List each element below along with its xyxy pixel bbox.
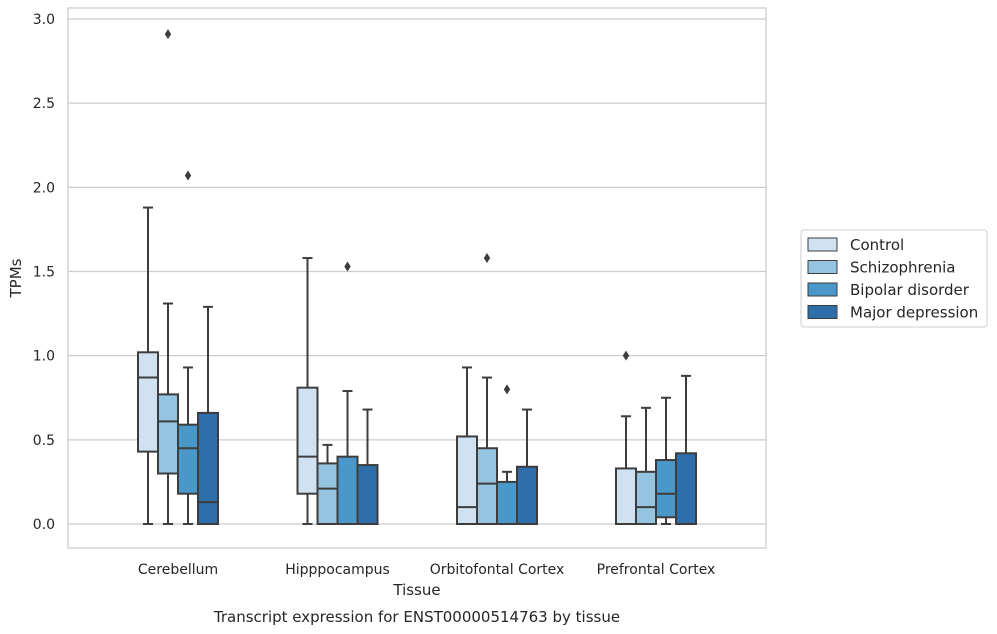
y-tick-label: 3.0: [33, 12, 55, 28]
y-tick-label: 0.0: [33, 517, 55, 533]
y-tick-label: 1.5: [33, 265, 55, 281]
legend-swatch: [807, 305, 838, 319]
box-bipolar-disorder: [336, 261, 359, 525]
box-iqr: [177, 423, 199, 495]
box-control: [296, 257, 319, 525]
y-tick-label: 0.5: [33, 433, 55, 449]
box-major-depression: [675, 374, 697, 525]
legend-label: Schizophrenia: [850, 259, 955, 277]
box-schizophrenia: [476, 253, 498, 525]
x-axis-title: Tissue: [392, 581, 440, 599]
y-axis-title: TPMs: [7, 258, 25, 298]
y-tick-label: 2.0: [33, 180, 55, 196]
x-tick-label: Hipppocampus: [285, 562, 390, 578]
box-iqr: [456, 435, 478, 526]
boxes-layer: [137, 29, 697, 526]
box-iqr: [655, 459, 677, 519]
box-bipolar-disorder: [177, 170, 199, 525]
box-schizophrenia: [316, 443, 339, 526]
x-tick-labels: Cerebellum Hipppocampus Orbitofontal Corte…: [138, 562, 715, 578]
legend-swatch: [807, 282, 838, 297]
box-iqr: [157, 393, 179, 475]
box-iqr: [635, 470, 657, 525]
legend: Control Schizophrenia Bipolar disorder Majo…: [800, 229, 988, 328]
outlier-point: [622, 350, 630, 361]
box-major-depression: [356, 408, 379, 526]
x-tick-label: Cerebellum: [138, 562, 218, 578]
legend-label: Control: [850, 236, 904, 254]
box-schizophrenia: [635, 406, 657, 525]
box-iqr: [356, 464, 379, 526]
box-iqr: [516, 465, 538, 525]
y-tick-labels: 0.0 0.5 1.0 1.5 2.0 2.5 3.0: [33, 12, 55, 533]
box-iqr: [476, 447, 498, 525]
box-iqr: [296, 386, 319, 495]
outlier-point: [483, 253, 491, 264]
legend-swatch: [807, 237, 838, 252]
chart-caption: Transcript expression for ENST0000051476…: [213, 608, 620, 626]
outlier-point: [184, 170, 192, 181]
box-iqr: [675, 452, 697, 525]
box-control: [137, 206, 159, 525]
box-bipolar-disorder: [655, 396, 677, 525]
box-iqr: [336, 455, 359, 525]
legend-frame: [800, 229, 988, 328]
outlier-point: [344, 261, 351, 272]
outlier-point: [164, 29, 172, 40]
box-iqr: [197, 411, 219, 525]
outlier-point: [503, 384, 511, 395]
box-bipolar-disorder: [496, 384, 518, 526]
legend-label: Major depression: [850, 304, 978, 322]
box-major-depression: [197, 305, 219, 525]
x-tick-label: Orbitofontal Cortex: [430, 562, 565, 578]
box-iqr: [316, 462, 339, 526]
box-control: [615, 350, 637, 526]
box-iqr: [615, 467, 637, 526]
y-tick-label: 2.5: [33, 96, 55, 112]
legend-label: Bipolar disorder: [850, 281, 970, 299]
y-tick-label: 1.0: [33, 349, 55, 365]
box-schizophrenia: [157, 29, 179, 525]
box-iqr: [137, 351, 159, 453]
x-tick-label: Prefrontal Cortex: [597, 562, 716, 578]
box-iqr: [496, 480, 518, 526]
box-control: [456, 366, 478, 526]
legend-swatch: [807, 260, 838, 274]
plot-area-frame: [67, 7, 767, 549]
box-major-depression: [516, 408, 538, 525]
